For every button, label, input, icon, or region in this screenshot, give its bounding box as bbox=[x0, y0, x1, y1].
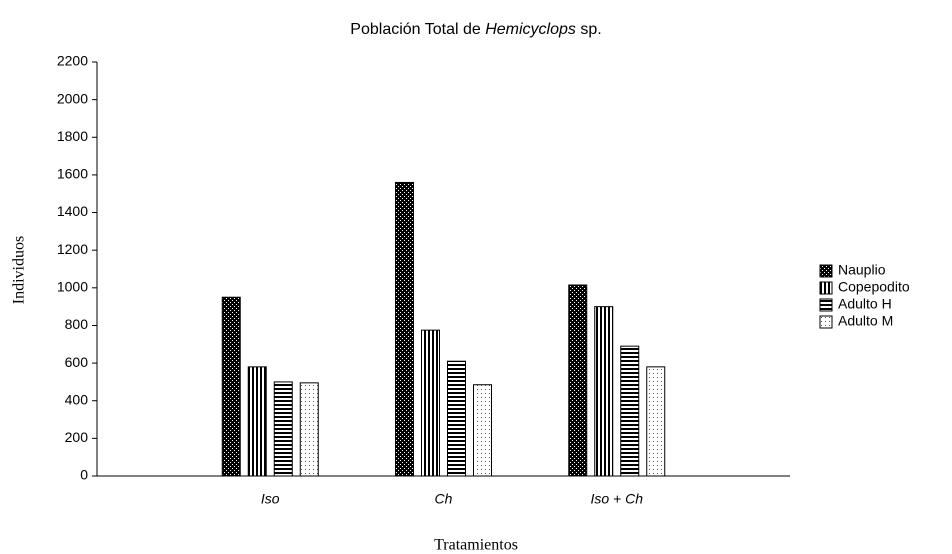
y-tick-label: 800 bbox=[65, 316, 89, 332]
y-tick-label: 200 bbox=[65, 429, 89, 445]
bar bbox=[395, 181, 414, 477]
y-tick-label: 2200 bbox=[57, 53, 88, 69]
legend-swatch bbox=[819, 298, 833, 312]
bar bbox=[299, 382, 319, 477]
y-tick-label: 1600 bbox=[57, 166, 88, 182]
bar bbox=[421, 329, 440, 477]
y-tick-label: 1200 bbox=[57, 241, 88, 257]
legend-label: Adulto M bbox=[838, 313, 893, 329]
bar bbox=[247, 366, 267, 477]
bar bbox=[646, 366, 666, 477]
legend-label: Copepodito bbox=[838, 279, 910, 295]
bar bbox=[594, 306, 614, 477]
y-tick-label: 400 bbox=[65, 391, 89, 407]
bar bbox=[568, 284, 588, 477]
y-tick-label: 0 bbox=[80, 467, 88, 483]
x-tick-label: Iso bbox=[261, 491, 280, 507]
legend-swatch bbox=[819, 281, 833, 295]
bar bbox=[447, 360, 466, 477]
y-tick-label: 1800 bbox=[57, 128, 88, 144]
y-tick-label: 1000 bbox=[57, 279, 88, 295]
y-tick-label: 600 bbox=[65, 354, 89, 370]
legend-swatch bbox=[819, 315, 833, 329]
legend-label: Adulto H bbox=[838, 296, 892, 312]
bar bbox=[273, 381, 293, 477]
y-tick-label: 1400 bbox=[57, 203, 88, 219]
bar bbox=[473, 384, 492, 477]
legend-swatch bbox=[819, 264, 833, 278]
y-axis-label: Individuos bbox=[11, 236, 28, 304]
x-axis-label: Tratamientos bbox=[434, 537, 518, 554]
bar bbox=[221, 296, 241, 477]
chart-title: Población Total de Hemicyclops sp. bbox=[350, 21, 601, 38]
x-tick-label: Iso + Ch bbox=[590, 491, 643, 507]
y-tick-label: 2000 bbox=[57, 90, 88, 106]
x-tick-label: Ch bbox=[435, 491, 453, 507]
legend-label: Nauplio bbox=[838, 262, 886, 278]
bar bbox=[620, 345, 640, 477]
